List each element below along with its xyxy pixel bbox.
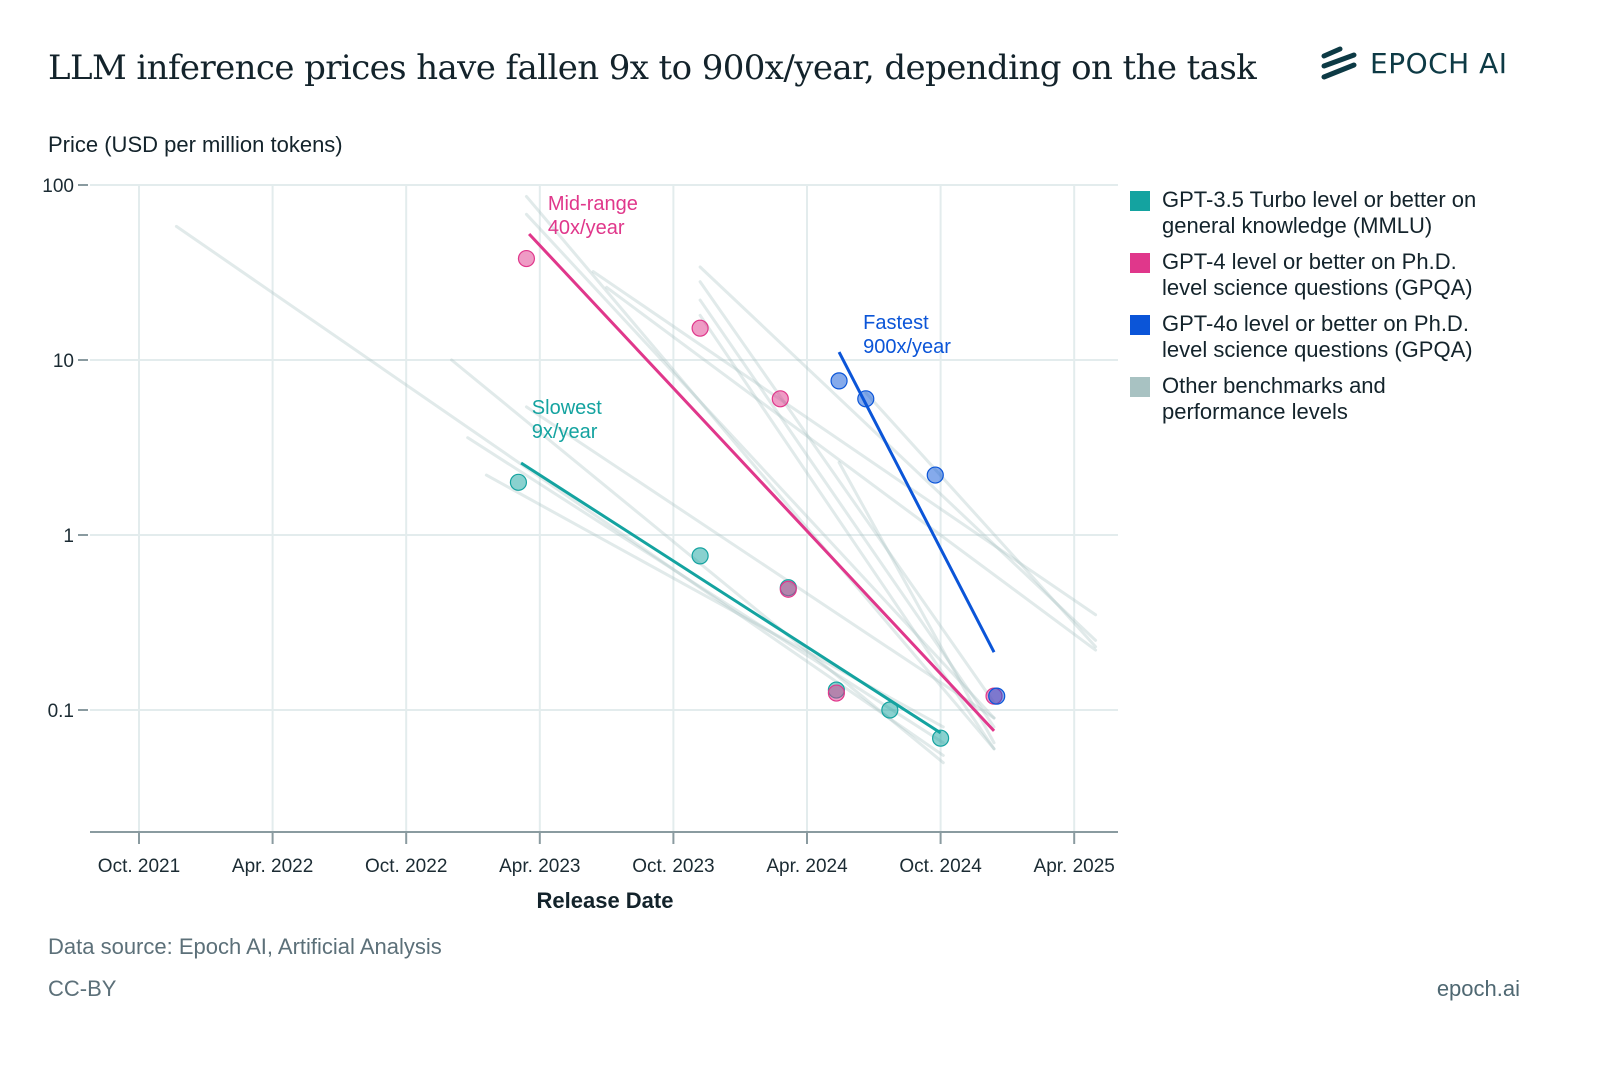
y-tick-label: 100 — [42, 176, 74, 197]
pink-data-point — [691, 319, 709, 337]
y-tick-label: 1 — [63, 526, 74, 547]
other-trend-line — [524, 212, 996, 720]
data-points — [509, 249, 1006, 747]
blue-data-point — [857, 390, 875, 408]
blue-data-point — [988, 687, 1006, 705]
teal-trend-line — [520, 461, 942, 735]
other-trend-line — [698, 280, 996, 705]
pink-data-point — [779, 580, 797, 598]
pink-data-point — [827, 684, 845, 702]
legend-swatch-pink — [1130, 253, 1150, 273]
chart-title: LLM inference prices have fallen 9x to 9… — [48, 48, 1257, 88]
site-link[interactable]: epoch.ai — [1436, 976, 1520, 1001]
x-axis-label: Release Date — [536, 888, 674, 913]
legend-item-gpt4o-gpqa[interactable]: GPT-4o level or better on Ph.D. level sci… — [1130, 311, 1580, 363]
pink-annotation-rate: 40x/year — [548, 217, 625, 239]
other-trend-line — [605, 285, 1098, 652]
other-trend-line — [466, 436, 945, 745]
epoch-slashes-icon — [1321, 46, 1357, 80]
other-trend-line — [837, 460, 996, 745]
pink-trend-line — [528, 232, 996, 732]
logo-text: EPOCH AI — [1370, 46, 1508, 80]
teal-data-point — [691, 547, 709, 565]
other-trend-line — [524, 405, 996, 720]
legend-label: GPT-4 level or better on Ph.D. level scie… — [1162, 249, 1473, 300]
teal-data-point — [931, 729, 950, 747]
data-source: Data source: Epoch AI, Artificial Analys… — [48, 934, 442, 959]
other-trend-line — [174, 224, 945, 757]
y-tick-label: 0.1 — [48, 701, 74, 722]
other-trend-line — [591, 270, 1098, 617]
teal-data-point — [509, 473, 528, 491]
axes: 100 10 1 0.1 Oct. 2021 Apr. 2022 Oct. 2022 Apr.… — [42, 176, 1118, 877]
epoch-ai-logo[interactable]: EPOCH AI — [1320, 46, 1508, 80]
legend-swatch-teal — [1130, 191, 1150, 211]
highlight-trend-lines — [520, 232, 996, 735]
legend-item-gpt4-gpqa[interactable]: GPT-4 level or better on Ph.D. level scie… — [1130, 249, 1580, 301]
y-axis-label: Price (USD per million tokens) — [48, 132, 343, 157]
other-trend-line — [698, 298, 996, 729]
legend: GPT-3.5 Turbo level or better on general … — [1130, 187, 1580, 435]
teal-data-point — [881, 701, 899, 719]
x-tick-label: Apr. 2023 — [499, 856, 580, 877]
x-tick-label: Apr. 2025 — [1034, 856, 1115, 877]
legend-swatch-gray — [1130, 377, 1150, 397]
legend-label: GPT-4o level or better on Ph.D. level sci… — [1162, 311, 1473, 362]
legend-item-other[interactable]: Other benchmarks and performance levels — [1130, 373, 1580, 425]
x-tick-label: Oct. 2022 — [365, 856, 447, 877]
legend-item-gpt35-mmlu[interactable]: GPT-3.5 Turbo level or better on general … — [1130, 187, 1580, 239]
teal-annotation-rate: 9x/year — [532, 421, 598, 443]
blue-annotation-rate: 900x/year — [863, 336, 951, 358]
y-tick-label: 10 — [53, 351, 74, 372]
x-tick-label: Oct. 2023 — [632, 856, 714, 877]
legend-swatch-blue — [1130, 315, 1150, 335]
license: CC-BY — [48, 976, 117, 1001]
x-tick-label: Apr. 2022 — [232, 856, 313, 877]
legend-label: GPT-3.5 Turbo level or better on general … — [1162, 187, 1477, 238]
blue-annotation-title: Fastest — [863, 312, 929, 334]
other-trend-line — [864, 391, 1098, 649]
blue-data-point — [926, 466, 944, 484]
x-tick-label: Oct. 2024 — [899, 856, 982, 877]
other-trend-line — [524, 194, 996, 751]
x-tick-label: Apr. 2024 — [766, 856, 848, 877]
grid-layer — [90, 184, 1118, 832]
legend-label: Other benchmarks and performance levels — [1162, 373, 1386, 424]
pink-annotation-title: Mid-range — [548, 193, 638, 215]
pink-data-point — [517, 249, 536, 268]
other-trend-lines — [174, 194, 1098, 765]
x-tick-label: Oct. 2021 — [98, 856, 180, 877]
pink-data-point — [771, 390, 789, 408]
blue-data-point — [830, 372, 848, 390]
teal-annotation-title: Slowest — [532, 397, 602, 419]
other-trend-line — [698, 265, 1098, 642]
